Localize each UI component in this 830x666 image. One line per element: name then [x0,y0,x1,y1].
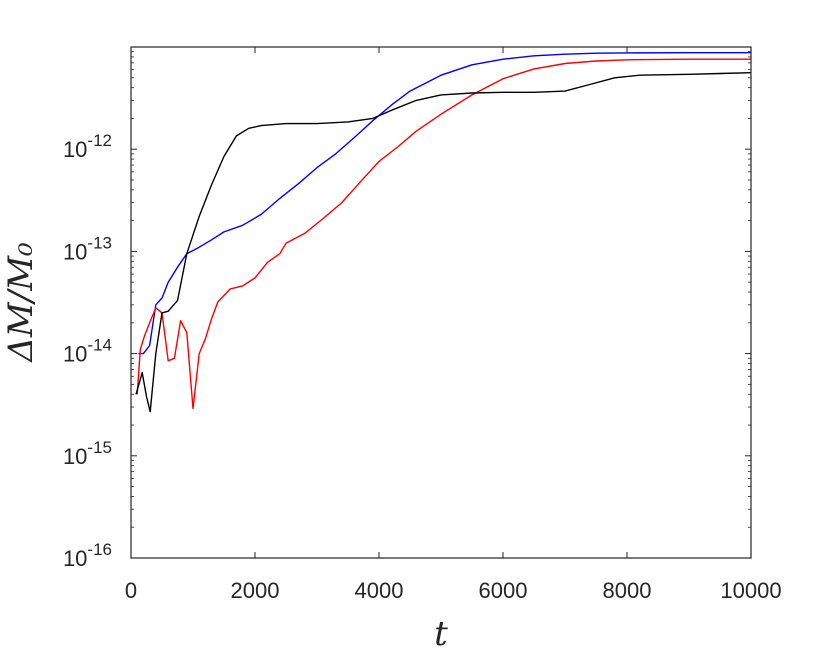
y-tick-label: 10-13 [63,233,112,264]
x-tick-label: 10000 [720,578,781,603]
y-tick-label: 10-12 [63,131,112,162]
y-axis-label: ΔM/M₀ [1,242,41,364]
series-line-1 [138,52,751,355]
series-layer [135,52,752,413]
plot-area [131,47,751,558]
ticks-layer: 0 2000 4000 6000 8000 10000 10-16 10-15 10-14 10-… [63,47,782,603]
y-tick-label: 10-16 [63,540,112,571]
x-tick-label: 6000 [479,578,528,603]
x-tick-label: 8000 [603,578,652,603]
y-tick-label: 10-14 [63,336,112,367]
x-tick-label: 0 [125,578,137,603]
series-line-2 [136,58,751,410]
plot-frame [130,46,752,559]
x-tick-label: 4000 [355,578,404,603]
x-tick-label: 2000 [231,578,280,603]
y-tick-label: 10-15 [63,438,112,469]
x-axis-label: t [434,614,448,654]
series-line-3 [135,72,752,413]
